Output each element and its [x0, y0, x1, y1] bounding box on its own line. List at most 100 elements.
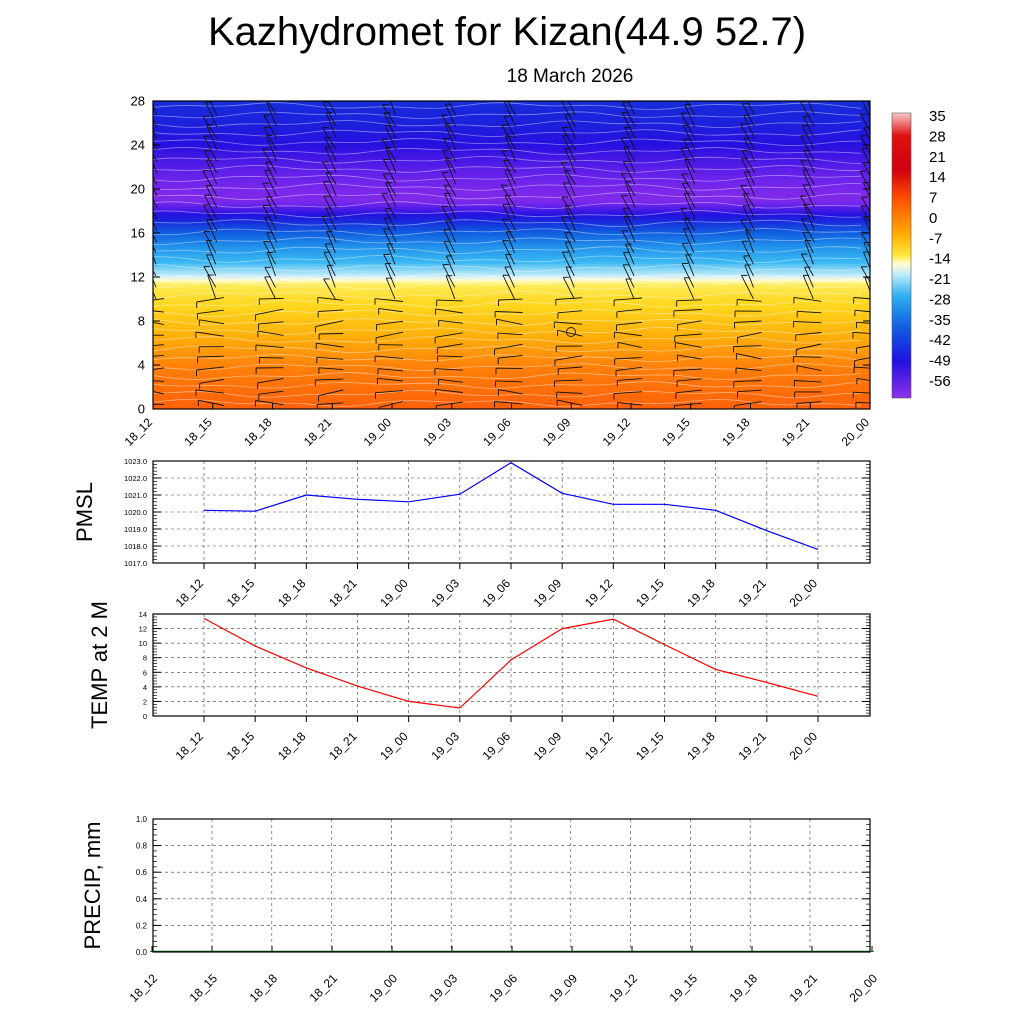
colorbar-label: -35	[929, 312, 951, 329]
wind-barb	[800, 195, 815, 220]
x-tick-label: 18_18	[241, 415, 275, 449]
wind-barb	[502, 204, 516, 231]
wind-barb	[203, 266, 217, 288]
wind-barb	[195, 389, 224, 396]
temperature-contour	[153, 138, 862, 147]
wind-barb	[742, 205, 755, 231]
wind-barb	[621, 172, 636, 197]
colorbar-label: 35	[929, 108, 946, 125]
colorbar-label: -21	[929, 271, 951, 288]
colorbar-label: 7	[929, 190, 937, 207]
wind-barb	[676, 378, 702, 387]
temperature-band	[153, 177, 870, 181]
wind-barb	[196, 309, 224, 320]
wind-barb	[792, 356, 822, 363]
wind-barb	[153, 391, 165, 395]
temperature-contour	[153, 120, 862, 128]
wind-barb	[625, 278, 635, 300]
y-tick-label: 0.6	[136, 868, 148, 877]
colorbar: 35 28 21 14 7 0 -7 -14 -21 -28 -35 -42 -49 -56	[891, 108, 951, 399]
colorbar-label: -7	[929, 230, 942, 247]
wind-barb	[322, 181, 337, 208]
wind-barb	[561, 101, 576, 127]
wind-barb	[735, 353, 762, 360]
wind-barb	[317, 296, 344, 304]
wind-barb	[204, 150, 218, 174]
x-tick-label: 19_06	[487, 971, 521, 1005]
temperature-band	[153, 105, 870, 108]
wind-barb	[505, 135, 516, 162]
x-tick-label: 20_00	[787, 576, 821, 610]
temperature-contour	[153, 183, 861, 191]
temperature-band	[153, 239, 870, 243]
wind-barb	[262, 182, 277, 208]
temperature-band	[153, 355, 870, 359]
x-tick-label: 18_12	[122, 415, 156, 449]
wind-barb	[494, 343, 523, 356]
temperature-band	[153, 171, 870, 174]
x-tick-label: 18_15	[187, 971, 221, 1005]
colorbar-label: 28	[929, 128, 946, 145]
temperature-band	[153, 318, 870, 322]
wind-barb	[555, 345, 583, 353]
x-tick-label: 19_18	[727, 971, 761, 1005]
wind-barb	[683, 138, 696, 162]
temperature-band	[153, 219, 870, 223]
wind-barb	[323, 278, 336, 300]
wind-barb	[860, 135, 870, 155]
wind-barb	[556, 391, 583, 399]
wind-barb	[862, 101, 870, 119]
temperature-band	[153, 197, 870, 201]
temperature-band	[153, 118, 870, 122]
wind-barbs	[153, 101, 870, 409]
wind-barb	[562, 135, 576, 162]
wind-barb	[503, 115, 516, 139]
temperature-band	[153, 232, 870, 236]
temperature-band	[153, 298, 870, 302]
temperature-band	[153, 325, 870, 328]
x-tick-label: 19_15	[667, 971, 701, 1005]
temperature-band	[153, 287, 870, 291]
wind-barb	[153, 298, 165, 301]
wind-barb	[856, 345, 870, 354]
y-tick-label: 1.0	[136, 815, 148, 824]
temperature-band	[153, 349, 870, 353]
temperature-band	[153, 195, 870, 199]
wind-barb	[153, 210, 158, 220]
temperature-band	[153, 305, 870, 309]
y-tick-label: 12	[131, 270, 145, 285]
x-tick-label: 19_21	[735, 576, 769, 610]
wind-barb	[866, 101, 870, 109]
wind-barb	[802, 184, 815, 208]
temperature-band	[153, 347, 870, 350]
x-tick-label: 18_18	[275, 576, 309, 610]
wind-barb	[255, 344, 284, 351]
temperature-band	[153, 338, 870, 342]
wind-barb	[153, 119, 158, 127]
wind-barb	[681, 173, 696, 197]
calm-wind-marker	[566, 327, 576, 337]
wind-barb	[206, 254, 217, 277]
temperature-band	[153, 133, 870, 137]
temperature-contour	[153, 372, 862, 380]
wind-barb	[257, 330, 284, 338]
temperature-contour	[153, 354, 862, 363]
wind-barb	[153, 403, 165, 405]
wind-barb	[622, 102, 636, 127]
wind-barb	[314, 320, 344, 333]
wind-barb	[443, 228, 456, 253]
wind-barb	[556, 399, 583, 406]
wind-barb	[318, 389, 344, 402]
temperature-band	[153, 157, 870, 161]
wind-barb	[265, 101, 277, 127]
wind-barb	[561, 216, 576, 243]
x-tick-label: 19_09	[547, 971, 581, 1005]
temperature-band	[153, 160, 870, 163]
precip-axes: 0.0 0.2 0.4 0.6 0.8 1.0 18_12 18_15 18_18 18_21 19…	[80, 815, 880, 1005]
colorbar-label: -49	[929, 353, 951, 370]
wind-barb	[793, 296, 822, 304]
wind-barb	[621, 230, 635, 254]
wind-barb	[800, 160, 815, 185]
temperature-band	[153, 113, 870, 117]
wind-barb	[673, 368, 702, 377]
